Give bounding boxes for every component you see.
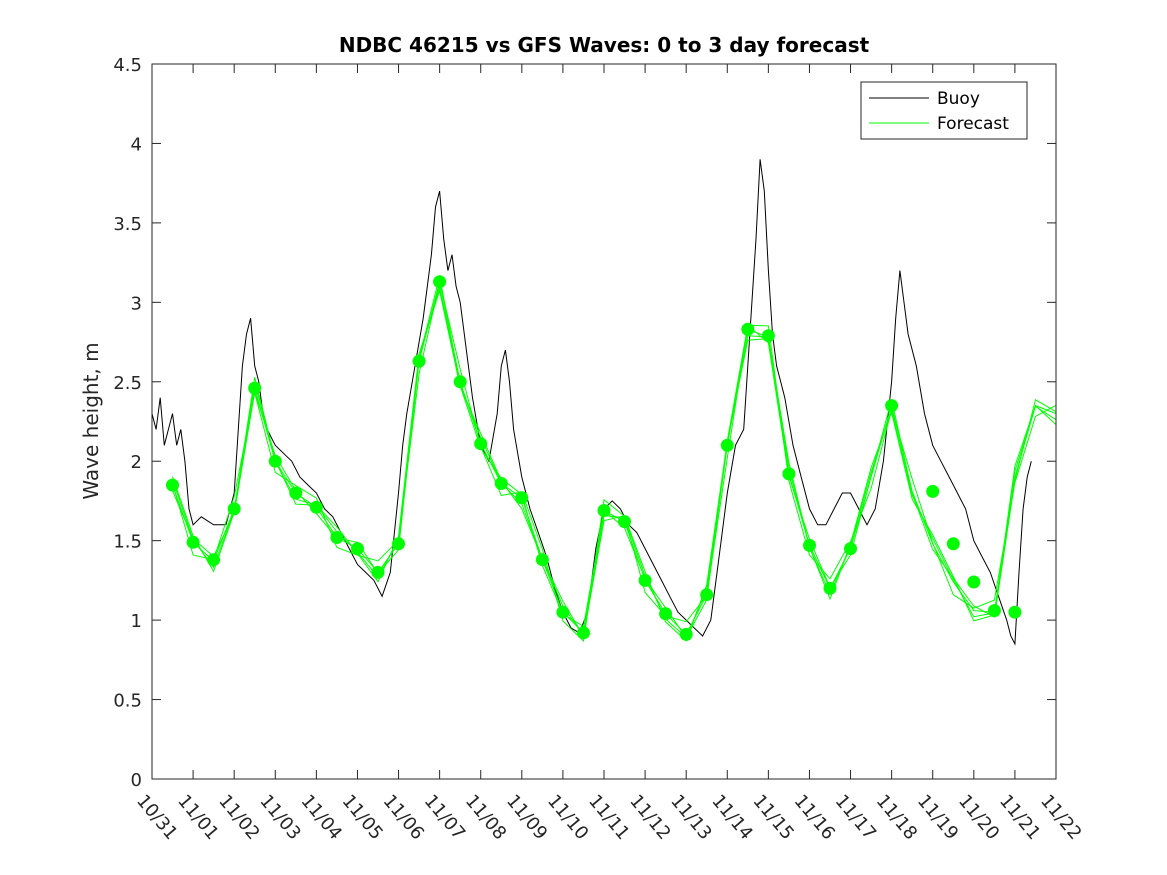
- forecast-point: [433, 275, 447, 289]
- y-tick-label: 2: [131, 452, 142, 473]
- forecast-point: [1008, 605, 1022, 619]
- forecast-point: [371, 565, 385, 579]
- legend-buoy-label: Buoy: [937, 89, 980, 109]
- forecast-point: [474, 437, 488, 451]
- legend-forecast-label: Forecast: [937, 114, 1009, 134]
- forecast-point: [741, 322, 755, 336]
- legend: Buoy Forecast: [860, 81, 1028, 140]
- forecast-point: [166, 478, 179, 492]
- forecast-point: [268, 454, 282, 468]
- forecast-point: [761, 329, 775, 343]
- forecast-point: [289, 486, 303, 500]
- forecast-point: [659, 607, 673, 621]
- forecast-point: [186, 535, 200, 549]
- forecast-line: [172, 276, 1057, 639]
- y-tick-label: 1: [131, 611, 142, 632]
- forecast-point: [597, 504, 611, 517]
- y-axis-label: Wave height, m: [79, 342, 103, 499]
- forecast-markers: [166, 275, 1022, 641]
- y-tick-label: 4: [131, 134, 142, 155]
- forecast-point: [494, 477, 508, 490]
- y-tick-label: 4.5: [113, 55, 142, 76]
- y-tick-label: 0.5: [113, 691, 142, 712]
- forecast-point: [782, 467, 796, 481]
- forecast-point: [823, 581, 837, 595]
- y-tick-label: 2.5: [113, 373, 142, 394]
- forecast-point: [618, 515, 631, 529]
- forecast-point: [351, 542, 364, 556]
- forecast-point: [700, 588, 714, 602]
- forecast-point: [946, 537, 960, 551]
- forecast-point: [803, 538, 816, 552]
- forecast-point: [309, 500, 323, 514]
- forecast-point: [330, 531, 344, 544]
- forecast-point: [720, 438, 734, 452]
- forecast-point: [535, 553, 549, 567]
- forecast-point: [248, 381, 262, 395]
- forecast-point: [577, 626, 590, 640]
- y-tick-label: 1.5: [113, 532, 142, 553]
- forecast-point: [207, 553, 221, 567]
- forecast-point: [967, 575, 981, 589]
- forecast-point: [453, 375, 467, 389]
- forecast-point: [885, 399, 899, 413]
- forecast-point: [556, 605, 570, 619]
- forecast-point: [844, 542, 857, 556]
- y-tick-label: 0: [131, 770, 142, 791]
- forecast-point: [515, 491, 529, 505]
- forecast-point: [638, 573, 652, 587]
- legend-box: [860, 81, 1028, 140]
- y-tick-label: 3.5: [113, 214, 142, 235]
- chart-title: NDBC 46215 vs GFS Waves: 0 to 3 day fore…: [339, 33, 870, 57]
- axes-box: [151, 63, 1057, 780]
- forecast-point: [412, 354, 426, 368]
- forecast-point: [392, 537, 405, 551]
- forecast-point: [926, 484, 940, 498]
- forecast-point: [987, 604, 1001, 618]
- y-tick-label: 3: [131, 293, 142, 314]
- forecast-point: [227, 502, 241, 516]
- plot-area: [152, 64, 1056, 779]
- forecast-point: [679, 627, 693, 641]
